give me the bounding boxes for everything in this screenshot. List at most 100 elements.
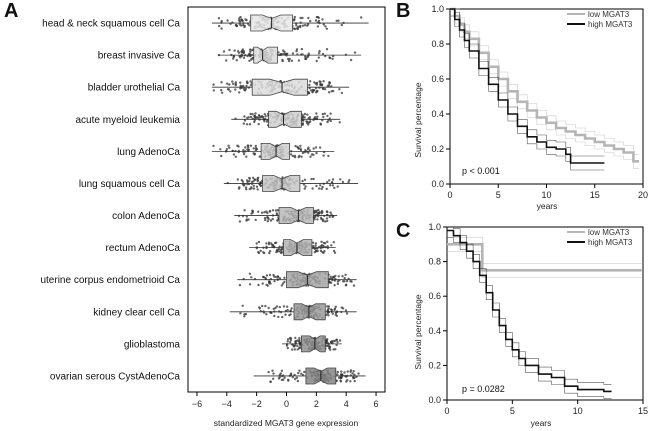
jitter-point [253,152,257,155]
jitter-point [294,144,297,148]
jitter-point [326,114,329,118]
confidence-band [450,8,640,155]
jitter-point [269,380,272,383]
jitter-point [318,187,321,190]
jitter-point [242,122,245,125]
jitter-point [292,344,296,348]
jitter-point [333,186,336,190]
jitter-point [235,59,238,62]
jitter-point [212,89,215,92]
panel-b-y-axis-title: Survival percentage [413,82,423,157]
jitter-point [312,177,315,181]
jitter-point [329,112,332,115]
jitter-point [275,305,279,308]
jitter-point [316,249,319,253]
category-label: ovarian serous CystAdenoCa [50,371,181,382]
jitter-point [272,372,275,375]
survival-curve-low [447,243,642,272]
x-tick-label: 0 [444,406,449,416]
jitter-point [251,211,254,214]
jitter-point [250,49,253,52]
jitter-point [326,210,329,214]
jitter-point [313,251,316,254]
jitter-point [340,370,343,373]
category-label: kidney clear cell Ca [93,307,180,318]
jitter-point [336,280,340,283]
x-tick-label: −4 [222,399,232,409]
jitter-point [244,87,248,91]
panel-a-plot-frame [187,6,386,393]
jitter-point [254,112,257,115]
jitter-point [314,244,317,247]
category-label: colon AdenoCa [112,211,180,222]
jitter-point [253,178,256,181]
jitter-point [327,84,331,88]
category-label: acute myeloid leukemia [76,115,181,126]
jitter-point [306,147,310,151]
jitter-point [360,16,363,19]
jitter-point [283,276,286,279]
jitter-point [320,218,323,221]
jitter-point [234,88,237,91]
y-tick-label: 0.4 [428,326,441,336]
jitter-point [325,187,328,191]
jitter-point [318,80,321,83]
jitter-point [324,220,327,223]
panel-b-x-axis-title: years [537,201,558,211]
jitter-point [261,304,264,308]
jitter-point [343,371,346,374]
jitter-point [326,305,329,308]
jitter-point [263,211,266,214]
jitter-point [334,274,337,278]
jitter-point [282,49,285,52]
category-label: uterine corpus endometrioid Ca [40,275,180,286]
jitter-point [251,176,255,179]
jitter-point [260,211,264,214]
jitter-point [346,378,349,382]
jitter-point [337,19,340,22]
legend-label-low: low MGAT3 [588,228,630,237]
jitter-point [220,154,223,158]
jitter-point [247,146,250,149]
jitter-point [262,251,265,254]
jitter-point [291,154,295,158]
jitter-point [333,284,336,287]
jitter-point [241,180,245,183]
box [260,142,290,160]
jitter-point [319,249,323,253]
jitter-point [220,81,223,84]
jitter-point [345,312,349,315]
jitter-point [264,304,267,308]
panel-a-boxplot: A head & neck squamous cell Ca breast inv… [4,0,386,428]
jitter-point [265,313,268,316]
jitter-point [334,313,337,316]
jitter-point [344,309,348,312]
jitter-point [327,305,331,308]
jitter-point [268,273,272,277]
jitter-point [234,155,237,158]
jitter-point [254,146,258,150]
jitter-point [241,304,244,307]
jitter-point [317,56,320,59]
jitter-point [299,144,302,148]
jitter-point [268,280,271,284]
jitter-point [308,116,311,119]
jitter-point [218,24,221,28]
jitter-point [297,371,300,375]
jitter-point [267,370,270,374]
jitter-point [353,373,356,376]
box [283,239,313,257]
jitter-point [254,144,257,148]
jitter-point [232,55,236,58]
jitter-point [286,305,289,308]
panel-c-label: C [396,220,410,242]
jitter-point [300,155,303,158]
jitter-point [261,282,264,285]
jitter-point [283,376,286,379]
plot-frame [446,226,644,401]
confidence-band [447,251,642,278]
jitter-point [217,17,221,20]
jitter-point [248,59,251,62]
jitter-point [332,340,335,343]
